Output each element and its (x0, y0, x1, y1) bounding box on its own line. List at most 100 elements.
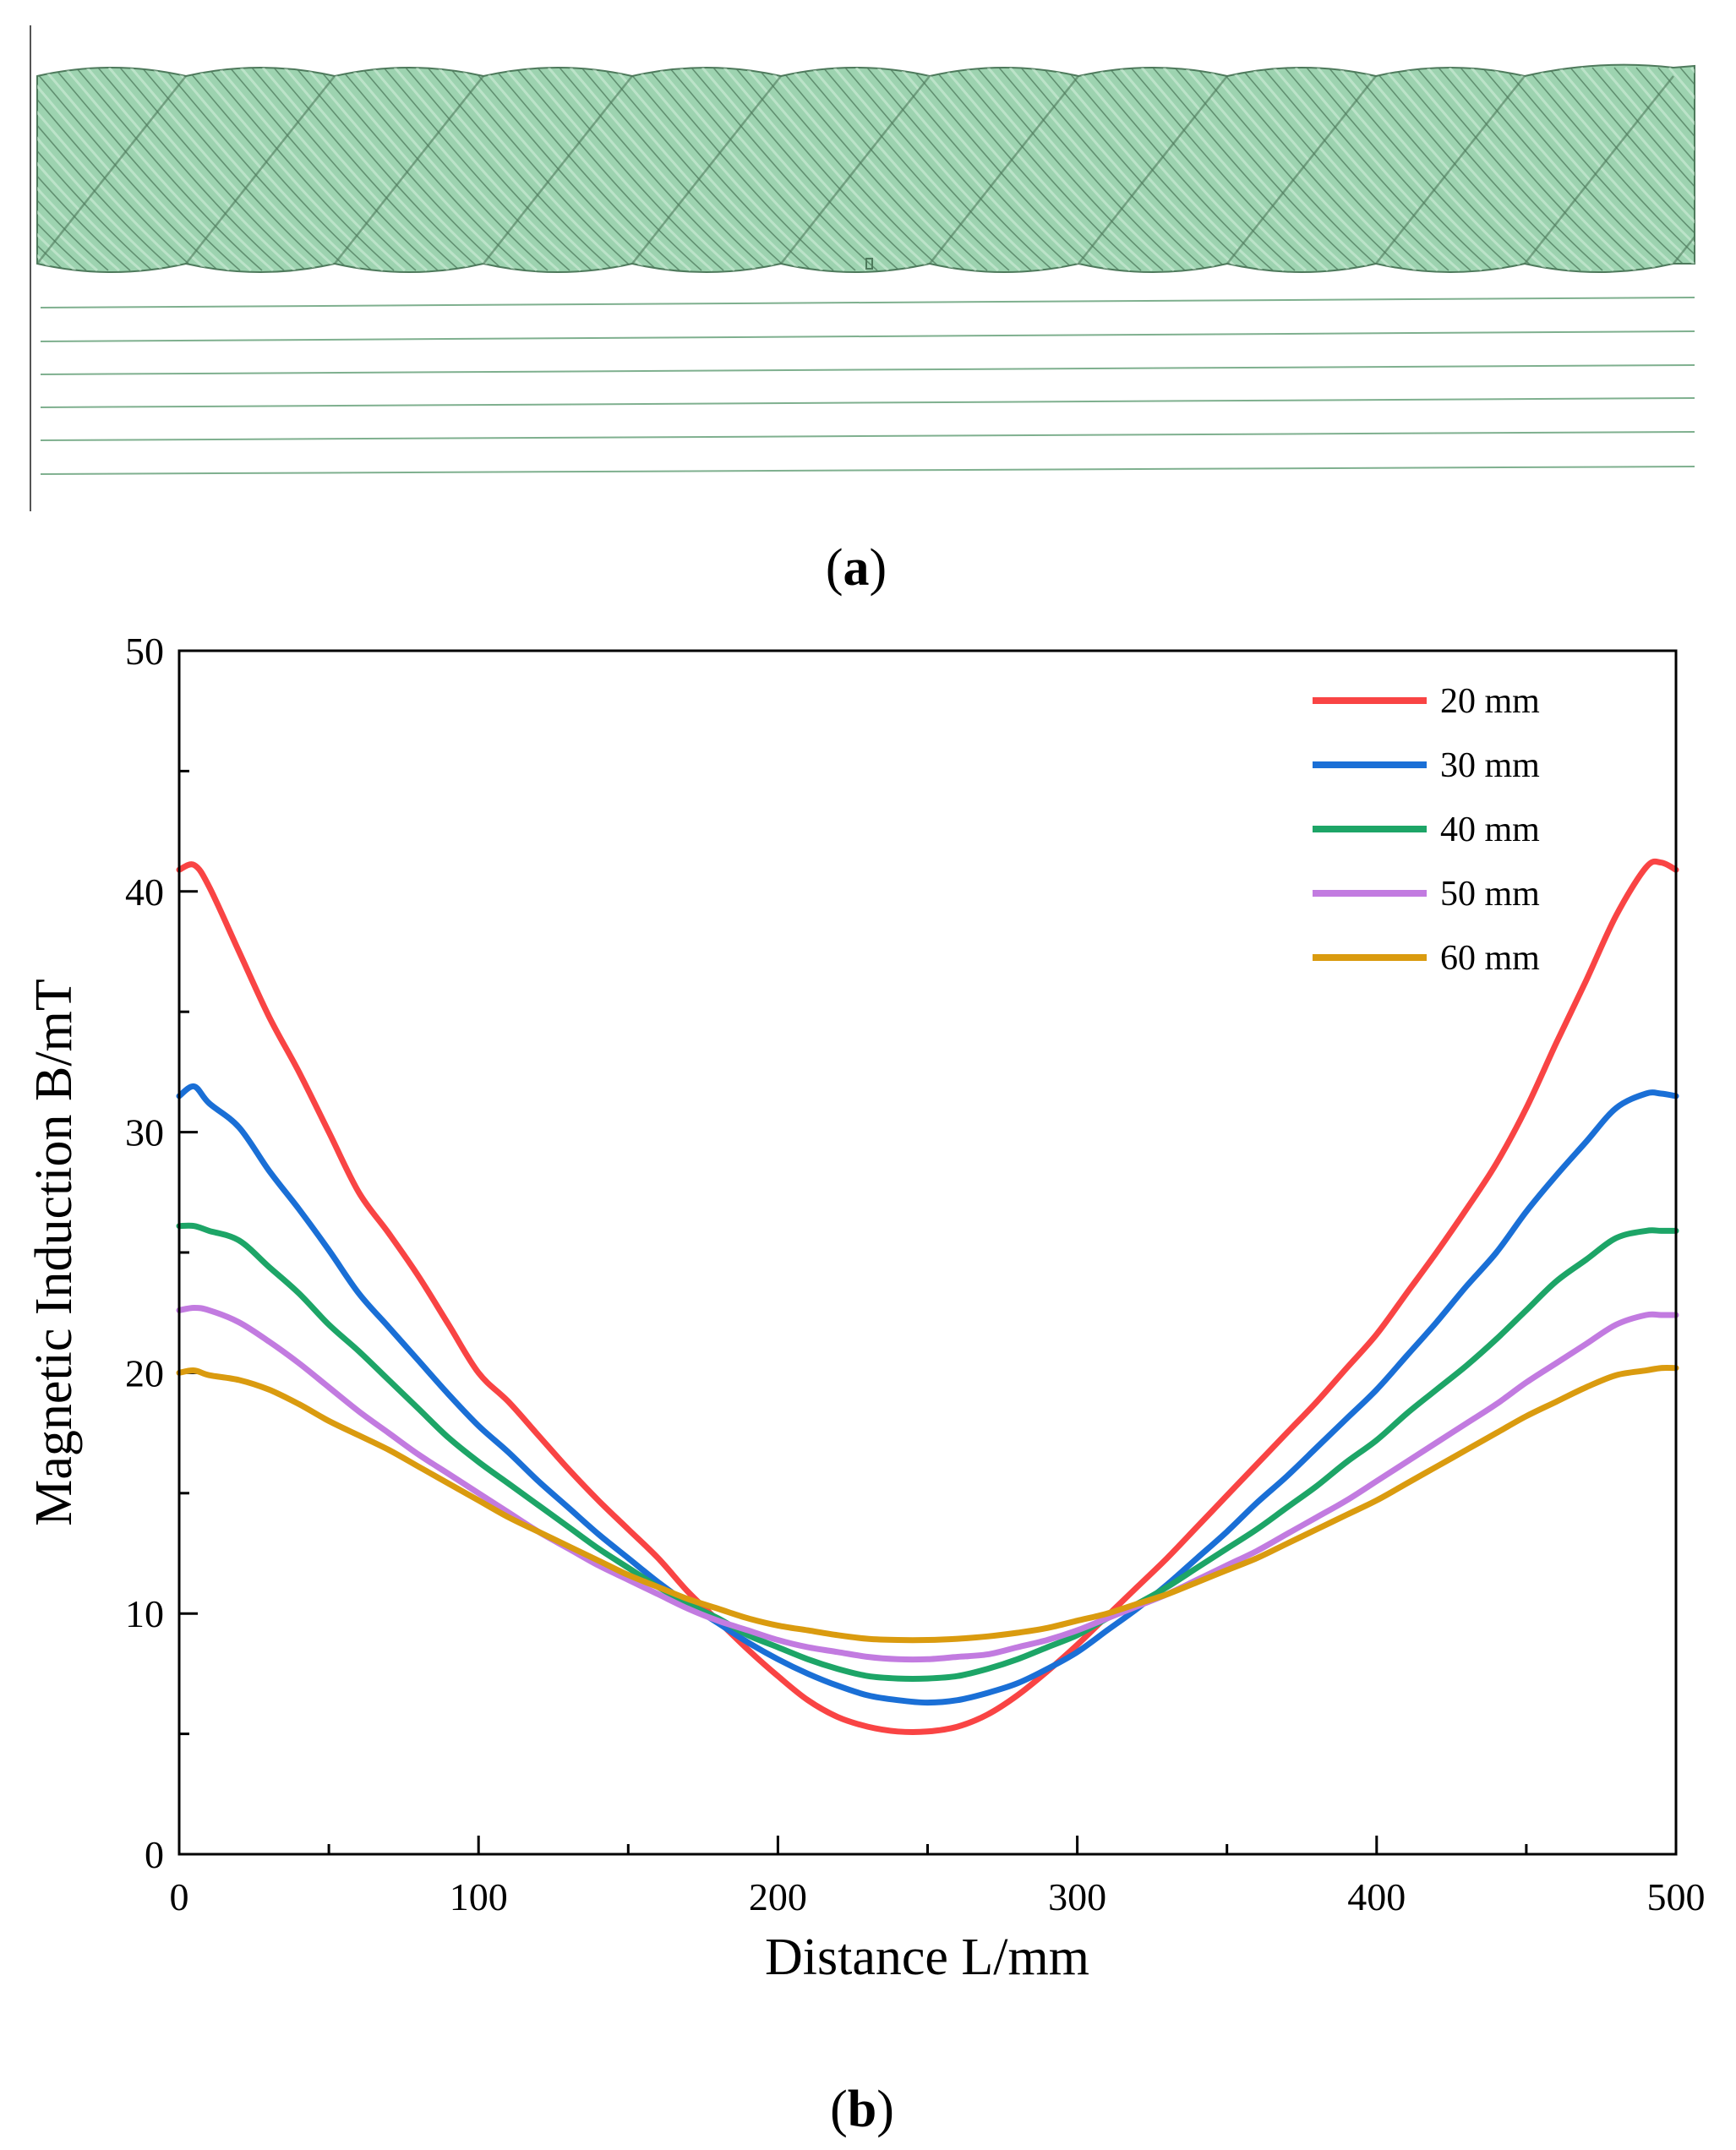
rope-strand-highlight (37, 67, 98, 272)
y-tick-label: 10 (125, 1592, 164, 1635)
rope-strand-highlight (129, 67, 318, 272)
straight-wire (40, 330, 1695, 342)
rope-strand-line (1438, 67, 1625, 271)
legend: 20 mm 30 mm 40 mm 50 mm 60 mm (1313, 682, 1540, 978)
rope-ridge (334, 75, 484, 265)
rope-strand-highlight (657, 67, 845, 272)
straight-wires (40, 297, 1695, 475)
rope-strand-highlight (701, 67, 889, 272)
straight-wire (40, 364, 1695, 375)
rope-strand-highlight (1360, 67, 1548, 272)
rope-strand-line (361, 67, 549, 271)
rope-strand-line (691, 67, 878, 271)
rope-strand-highlight (1580, 67, 1695, 272)
rope-strand-highlight (1426, 67, 1614, 272)
rope-strand-highlight (1008, 67, 1197, 272)
y-tick-label: 20 (125, 1351, 164, 1394)
rope-strand-highlight (723, 67, 911, 272)
rope-strand-line (669, 67, 856, 271)
rope-strand-line (1086, 67, 1274, 271)
rope-strand-line (866, 67, 1054, 271)
rope-strand-line (1350, 67, 1537, 271)
rope-strand-highlight (1624, 67, 1695, 272)
rope-strand-highlight (283, 67, 472, 272)
rope-strand-line (37, 67, 87, 271)
rope-strand-highlight (1030, 67, 1219, 272)
rope-strand-line (1724, 68, 1736, 270)
rope-strand-highlight (1316, 67, 1504, 272)
y-axis-ticks: 0 10 20 30 40 50 (125, 630, 198, 1876)
rope-strand-line (427, 67, 614, 271)
rope-strand-highlight (305, 67, 494, 272)
legend-label: 30 mm (1440, 746, 1540, 785)
x-tick-label: 400 (1347, 1875, 1406, 1918)
rope-strand-highlight (1074, 67, 1263, 272)
series-lines (176, 858, 1679, 1735)
series-line-30-mm (176, 1083, 1679, 1706)
rope-strand-line (954, 67, 1142, 271)
rope-strand-line (1482, 67, 1669, 271)
rope-strand-highlight (811, 67, 999, 272)
rope-strand-highlight (1162, 67, 1351, 272)
legend-label: 60 mm (1440, 939, 1540, 978)
rope-strand-line (603, 67, 790, 271)
rope-strand-highlight (789, 67, 977, 272)
rope-strand-highlight (327, 67, 516, 272)
y-axis-title: Magnetic Induction B/mT (25, 979, 83, 1525)
x-tick-label: 0 (170, 1875, 189, 1918)
rope-strand-line (273, 67, 461, 271)
rope-strand-line (1064, 67, 1252, 271)
rope-strand-highlight (986, 67, 1175, 272)
rope-strand-highlight (1690, 67, 1695, 272)
rope-strand-line (53, 67, 241, 271)
rope-strand-highlight (1558, 67, 1695, 272)
rope-strand-line (0, 68, 20, 270)
rope-strand-highlight (1668, 67, 1695, 272)
rope-strand-line (317, 67, 505, 271)
straight-wire (40, 397, 1695, 408)
rope-strand-highlight (1140, 67, 1329, 272)
legend-label: 50 mm (1440, 875, 1540, 914)
panel-a-label: (a) (826, 539, 887, 597)
panel-b-chart: 0 10 20 30 40 50 0 100 200 300 400 500 Distance L/… (25, 630, 1706, 2138)
rope-strand-line (1130, 67, 1318, 271)
rope-strand-line (1218, 67, 1406, 271)
rope-strand-line (1526, 67, 1695, 271)
rope-strand-line (1504, 67, 1691, 271)
rope-strand-line (405, 67, 592, 271)
rope-strand-line (141, 67, 329, 271)
rope-strand-line (1372, 67, 1559, 271)
rope-ridge (1078, 75, 1228, 265)
rope-strand-highlight (876, 67, 1065, 272)
rope-strand-line (493, 67, 680, 271)
y-tick-label: 30 (125, 1111, 164, 1154)
rope-strand-line (339, 67, 527, 271)
rope-strand-line (37, 67, 43, 271)
rope-strand-line (119, 67, 307, 271)
rope-strand-line (37, 67, 131, 271)
rope-strand-highlight (63, 67, 252, 272)
rope-ridge (483, 75, 633, 265)
rope-strand-highlight (1602, 67, 1695, 272)
rope-strand-line (581, 67, 768, 271)
x-tick-label: 500 (1647, 1875, 1706, 1918)
panel-b-label: (b) (830, 2081, 894, 2138)
legend-label: 40 mm (1440, 810, 1540, 849)
rope-strand-line (647, 67, 834, 271)
rope-strand-highlight (854, 67, 1043, 272)
rope-strand-highlight (1184, 67, 1373, 272)
panel-a: (a) (0, 25, 1736, 597)
rope-strand-highlight (1052, 67, 1241, 272)
rope-strand-highlight (0, 68, 9, 270)
rope-strand-highlight (547, 67, 735, 272)
rope-strand-highlight (1096, 67, 1285, 272)
rope-strand-highlight (195, 67, 384, 272)
rope-strand-highlight (942, 67, 1131, 272)
rope-strand-highlight (371, 67, 560, 272)
y-tick-label: 0 (145, 1833, 164, 1876)
rope-strand-line (37, 67, 65, 271)
rope-strand-highlight (1536, 67, 1695, 272)
rope-strand-line (207, 67, 395, 271)
rope-strand-highlight (591, 67, 779, 272)
rope-strand-line (1108, 67, 1296, 271)
